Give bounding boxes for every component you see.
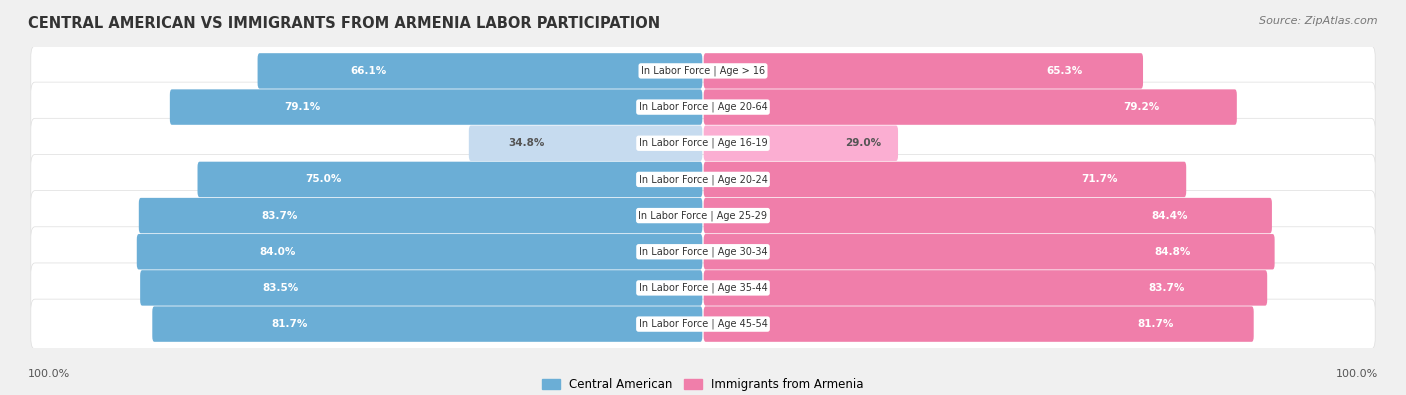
FancyBboxPatch shape	[136, 234, 703, 269]
Text: Source: ZipAtlas.com: Source: ZipAtlas.com	[1260, 16, 1378, 26]
FancyBboxPatch shape	[468, 126, 703, 161]
FancyBboxPatch shape	[703, 198, 1272, 233]
Text: 75.0%: 75.0%	[305, 175, 342, 184]
Text: In Labor Force | Age > 16: In Labor Force | Age > 16	[641, 66, 765, 76]
FancyBboxPatch shape	[703, 307, 1254, 342]
FancyBboxPatch shape	[31, 46, 1375, 96]
Text: 84.8%: 84.8%	[1154, 247, 1191, 257]
FancyBboxPatch shape	[141, 270, 703, 306]
FancyBboxPatch shape	[703, 126, 898, 161]
FancyBboxPatch shape	[703, 89, 1237, 125]
Text: 81.7%: 81.7%	[271, 319, 308, 329]
Text: In Labor Force | Age 16-19: In Labor Force | Age 16-19	[638, 138, 768, 149]
Text: 83.7%: 83.7%	[1149, 283, 1184, 293]
Text: In Labor Force | Age 45-54: In Labor Force | Age 45-54	[638, 319, 768, 329]
FancyBboxPatch shape	[703, 234, 1275, 269]
FancyBboxPatch shape	[197, 162, 703, 197]
FancyBboxPatch shape	[139, 198, 703, 233]
Text: 81.7%: 81.7%	[1137, 319, 1174, 329]
Text: In Labor Force | Age 20-64: In Labor Force | Age 20-64	[638, 102, 768, 112]
Text: 84.4%: 84.4%	[1152, 211, 1188, 220]
Text: 84.0%: 84.0%	[260, 247, 297, 257]
FancyBboxPatch shape	[257, 53, 703, 88]
FancyBboxPatch shape	[31, 299, 1375, 349]
FancyBboxPatch shape	[31, 191, 1375, 241]
Text: In Labor Force | Age 25-29: In Labor Force | Age 25-29	[638, 210, 768, 221]
Text: CENTRAL AMERICAN VS IMMIGRANTS FROM ARMENIA LABOR PARTICIPATION: CENTRAL AMERICAN VS IMMIGRANTS FROM ARME…	[28, 16, 661, 31]
Text: 100.0%: 100.0%	[1336, 369, 1378, 379]
FancyBboxPatch shape	[31, 227, 1375, 277]
FancyBboxPatch shape	[31, 154, 1375, 204]
Legend: Central American, Immigrants from Armenia: Central American, Immigrants from Armeni…	[537, 373, 869, 395]
FancyBboxPatch shape	[31, 82, 1375, 132]
FancyBboxPatch shape	[152, 307, 703, 342]
Text: In Labor Force | Age 35-44: In Labor Force | Age 35-44	[638, 283, 768, 293]
FancyBboxPatch shape	[31, 118, 1375, 168]
Text: 34.8%: 34.8%	[509, 138, 546, 148]
FancyBboxPatch shape	[703, 53, 1143, 88]
Text: 79.1%: 79.1%	[284, 102, 321, 112]
Text: 65.3%: 65.3%	[1046, 66, 1083, 76]
Text: In Labor Force | Age 30-34: In Labor Force | Age 30-34	[638, 246, 768, 257]
Text: 100.0%: 100.0%	[28, 369, 70, 379]
FancyBboxPatch shape	[170, 89, 703, 125]
Text: 71.7%: 71.7%	[1081, 175, 1118, 184]
Text: 79.2%: 79.2%	[1123, 102, 1160, 112]
FancyBboxPatch shape	[703, 162, 1187, 197]
Text: 29.0%: 29.0%	[845, 138, 882, 148]
FancyBboxPatch shape	[31, 263, 1375, 313]
Text: In Labor Force | Age 20-24: In Labor Force | Age 20-24	[638, 174, 768, 185]
Text: 66.1%: 66.1%	[350, 66, 387, 76]
Text: 83.5%: 83.5%	[263, 283, 298, 293]
FancyBboxPatch shape	[703, 270, 1267, 306]
Text: 83.7%: 83.7%	[262, 211, 298, 220]
